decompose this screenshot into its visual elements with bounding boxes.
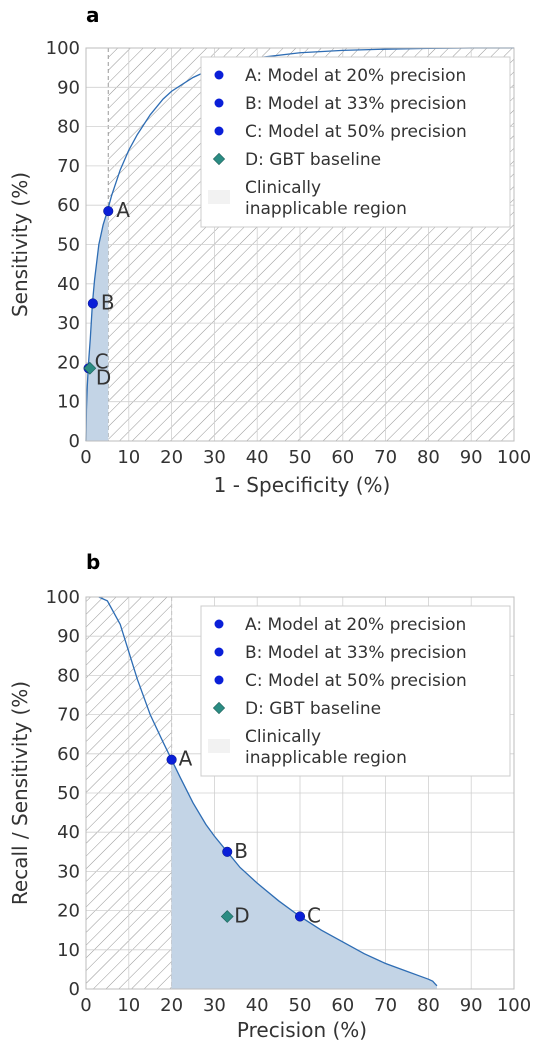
panel-a-point-label-B: B [101, 290, 115, 314]
panel-b-y-tick-label: 0 [69, 979, 80, 1000]
panel-a-x-tick-label: 80 [417, 447, 440, 468]
panel-a-legend-label: B: Model at 33% precision [245, 94, 467, 114]
panel-a-legend-box [200, 56, 511, 228]
panel-a-legend-label: Clinically inapplicable region [245, 178, 407, 219]
panel-a-y-tick-label: 90 [57, 77, 80, 98]
panel-b-legend-marker-circle [214, 647, 224, 657]
panel-b-point-label-B: B [234, 839, 248, 863]
panel-a-x-tick-label: 60 [331, 447, 354, 468]
panel-a-x-tick-label: 20 [160, 447, 183, 468]
panel-a-y-tick-label: 20 [57, 352, 80, 373]
panel-a-x-tick-label: 70 [374, 447, 397, 468]
panel-b-x-tick-label: 20 [160, 995, 183, 1016]
panel-a-frame [85, 47, 515, 442]
panel-a-point-A [103, 206, 114, 217]
panel-b-chart: 0 10 20 30 40 50 60 70 80 90 100 0 10 20 30 40 50 60 70 80 9… [8, 587, 531, 1042]
panel-a-x-tick-label: 30 [203, 447, 226, 468]
panel-a-x-tick-label: 10 [117, 447, 140, 468]
panel-b-legend-marker-diamond [212, 701, 226, 715]
panel-b-y-tick-label: 70 [57, 705, 80, 726]
panel-a-y-axis-label: Sensitivity (%) [8, 172, 32, 317]
panel-b-y-tick-label: 20 [57, 901, 80, 922]
panel-a-legend-label: C: Model at 50% precision [245, 122, 467, 142]
panel-b-y-tick-label: 100 [46, 587, 80, 608]
panel-b-legend-label: C: Model at 50% precision [245, 671, 467, 691]
panel-b-x-tick-label: 60 [331, 995, 354, 1016]
panel-b-y-axis-label: Recall / Sensitivity (%) [8, 681, 32, 905]
panel-b-x-tick-label: 50 [289, 995, 312, 1016]
panel-b-x-tick-label: 30 [203, 995, 226, 1016]
panel-b-x-tick-label: 40 [246, 995, 269, 1016]
panel-a-point-D [83, 361, 97, 375]
panel-b-legend-label: D: GBT baseline [245, 699, 381, 719]
panel-a-point-B [87, 298, 98, 309]
panel-a-x-axis-label: 1 - Specificity (%) [214, 473, 391, 497]
panel-a-point-label-D: D [96, 365, 111, 389]
panel-a-y-tick-label: 100 [46, 38, 80, 59]
panel-b-y-tick-label: 50 [57, 783, 80, 804]
panel-b-y-tick-label: 40 [57, 822, 80, 843]
panel-a-y-tick-label: 60 [57, 195, 80, 216]
panel-b-legend-marker-hatch [208, 739, 230, 753]
panel-b-legend-box [200, 605, 511, 777]
panel-a-legend-label: D: GBT baseline [245, 150, 381, 170]
panel-a-y-tick-label: 10 [57, 392, 80, 413]
panel-a-x-tick-label: 40 [246, 447, 269, 468]
panel-a-y-tick-label: 30 [57, 313, 80, 334]
panel-a-x-tick-label: 0 [80, 447, 91, 468]
panel-b-y-tick-label: 80 [57, 665, 80, 686]
panel-b-legend-marker-circle [214, 675, 224, 685]
panel-a-y-tick-label: 70 [57, 156, 80, 177]
panel-a-legend-marker-circle [214, 98, 224, 108]
panel-b-y-tick-label: 60 [57, 744, 80, 765]
panel-b-legend-marker-circle [214, 619, 224, 629]
panel-b-y-tick-label: 90 [57, 626, 80, 647]
panel-a-legend-marker-circle [214, 126, 224, 136]
panel-b-y-tick-label: 30 [57, 861, 80, 882]
panel-b-letter: b [86, 550, 100, 574]
panel-b-x-tick-label: 100 [497, 995, 531, 1016]
panel-b-curve [98, 596, 438, 987]
panel-a-point-label-A: A [116, 198, 130, 222]
panel-a-shaded-area [86, 207, 109, 441]
panel-b-point-B [222, 846, 233, 857]
panel-a-point-label-C: C [95, 349, 109, 373]
panel-b-legend-label: B: Model at 33% precision [245, 643, 467, 663]
panel-a-chart: 0 10 20 30 40 50 60 70 80 90 100 0 10 20 30 40 50 60 70 80 9… [8, 38, 531, 497]
panel-b-point-label-A: A [179, 747, 193, 771]
panel-a-curve [85, 47, 514, 442]
panel-a-x-tick-label: 50 [289, 447, 312, 468]
panel-b-point-label-C: C [307, 903, 321, 927]
panel-a-letter: a [86, 3, 100, 27]
panel-a-legend-marker-diamond [212, 152, 226, 166]
panel-a-y-tick-label: 40 [57, 274, 80, 295]
panel-b-x-tick-label: 10 [117, 995, 140, 1016]
panel-b-legend-label: A: Model at 20% precision [245, 615, 466, 635]
panel-b-x-tick-label: 70 [374, 995, 397, 1016]
panel-a-y-tick-label: 0 [69, 431, 80, 452]
panel-b-point-A [166, 754, 177, 765]
panel-b-point-D [220, 910, 234, 923]
panel-b-y-tick-label: 10 [57, 940, 80, 961]
panel-b-x-tick-label: 0 [80, 995, 91, 1016]
panel-a-y-tick-label: 80 [57, 117, 80, 138]
panel-b-point-label-D: D [234, 903, 249, 927]
panel-a-x-tick-label: 100 [497, 447, 531, 468]
panel-b-shaded-area [171, 759, 437, 989]
panel-a-legend-marker-circle [214, 70, 224, 80]
panel-a-legend-marker-hatch [208, 190, 230, 204]
panel-b-point-C [294, 911, 306, 922]
panel-b-x-axis-label: Precision (%) [237, 1018, 367, 1042]
panel-a-x-tick-label: 90 [460, 447, 483, 468]
panel-b-x-tick-label: 80 [417, 995, 440, 1016]
panel-a-legend-label: A: Model at 20% precision [245, 66, 466, 86]
panel-b-legend-label: Clinically inapplicable region [245, 727, 407, 768]
panel-a-y-tick-label: 50 [57, 235, 80, 256]
panel-b-frame [85, 596, 515, 990]
panel-b-x-tick-label: 90 [460, 995, 483, 1016]
